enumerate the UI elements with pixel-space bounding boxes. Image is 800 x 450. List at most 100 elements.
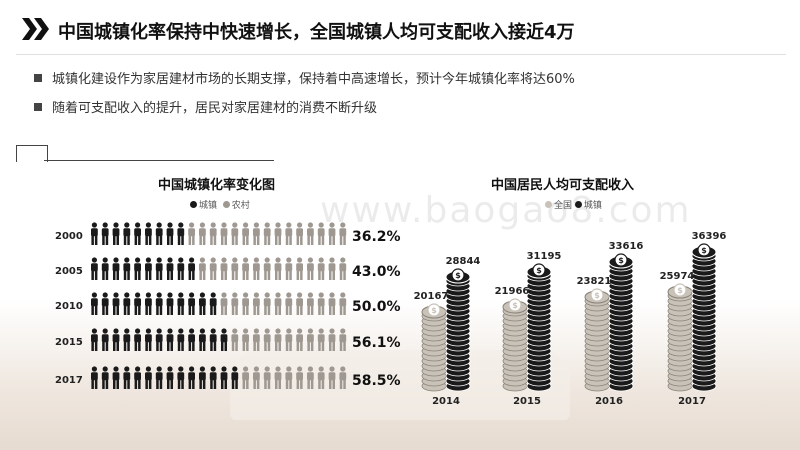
rural-person-icon [339,222,347,245]
rural-person-icon [274,366,282,389]
urban-person-icon [188,292,195,315]
rural-person-icon [263,366,271,389]
urban-person-icon [155,328,163,351]
rural-person-icon [253,257,260,280]
rural-person-icon [328,328,336,351]
rural-person-icon [274,222,282,245]
national-income-value: 25974 [660,271,695,282]
urban-income-value: 28844 [446,256,481,267]
rural-person-icon [317,292,325,315]
year-label: 2015 [55,337,83,348]
income-chart-title: 中国居民人均可支配收入 [491,178,635,193]
urbanization-chart-title: 中国城镇化率变化图 [158,178,276,193]
svg-text:$: $ [536,266,542,275]
bullet-1-text: 城镇化建设作为家居建材市场的长期支撑，保持着中高速增长，预计今年城镇化率将达60… [52,72,575,87]
rural-person-icon [274,257,282,280]
urbanization-value-label: 58.5% [352,373,401,389]
page-title: 中国城镇化率保持中快速增长，全国城镇人均可支配收入接近4万 [58,22,575,43]
urban-person-icon [112,257,120,280]
national-income-value: 21966 [495,286,530,297]
national-income-value: 20167 [414,291,449,302]
legend-rural-label: 农村 [231,201,250,211]
national-income-stack: $ [584,288,610,392]
rural-person-icon [328,292,336,315]
urban-person-icon [166,222,174,245]
dollar-icon [451,268,465,282]
national-income-value: 23821 [577,276,612,287]
svg-text:$: $ [512,301,518,310]
rural-person-icon [317,257,325,280]
rural-person-icon [231,292,239,315]
rural-person-icon [307,328,314,351]
legend-urban-marker [190,201,197,208]
bullet-2-text: 随着可支配收入的提升，居民对家居建材的消费不断升级 [52,101,378,116]
urban-person-icon [177,257,185,280]
dollar-icon [532,263,546,277]
urban-person-icon [101,366,109,389]
urban-person-icon [209,292,217,315]
rural-person-icon [209,222,217,245]
urban-person-icon [166,328,174,351]
income-year-label: 2015 [513,396,541,407]
urban-person-icon [166,257,174,280]
svg-text:$: $ [677,286,683,295]
rural-person-icon [285,257,293,280]
rural-person-icon [220,222,228,245]
urban-person-icon [231,366,239,389]
urban-person-icon [220,328,228,351]
rural-person-icon [242,328,249,351]
urban-person-icon [220,366,228,389]
rural-person-icon [339,328,347,351]
rural-person-icon [307,366,314,389]
title-divider [16,54,786,55]
dollar-icon [508,298,522,312]
urban-person-icon [177,292,185,315]
urban-person-icon [91,366,98,389]
urban-person-icon [199,328,206,351]
rural-person-icon [274,328,282,351]
urban-person-icon [145,222,152,245]
income-year-label: 2017 [678,396,706,407]
rural-person-icon [253,292,260,315]
bullet-2: 随着可支配收入的提升，居民对家居建材的消费不断升级 [34,97,377,116]
urban-person-icon [145,366,152,389]
dollar-icon [427,303,441,317]
income-year-label: 2014 [432,396,460,407]
urbanization-row [91,328,347,351]
urban-person-icon [209,366,217,389]
rural-person-icon [253,222,260,245]
urban-person-icon [188,257,195,280]
rural-person-icon [328,366,336,389]
urban-person-icon [101,328,109,351]
urban-person-icon [145,328,152,351]
national-income-stack: $ [421,303,447,392]
year-label: 2010 [55,301,83,312]
rural-person-icon [339,257,347,280]
rural-person-icon [220,292,228,315]
rural-person-icon [317,328,325,351]
rural-person-icon [328,222,336,245]
urban-income-value: 36396 [692,231,727,242]
rural-person-icon [263,292,271,315]
national-income-stack: $ [667,283,693,392]
urban-person-icon [123,328,131,351]
urban-income-stack: $ [691,243,717,392]
legend-urban-label: 城镇 [199,201,218,211]
rural-person-icon [199,222,206,245]
dollar-icon [697,243,711,257]
watermark: www.baogao8.com [320,190,692,231]
national-income-stack: $ [502,298,528,392]
rural-person-icon [242,257,249,280]
urban-person-icon [199,366,206,389]
urbanization-row [91,292,347,315]
urban-person-icon [177,366,185,389]
urban-person-icon [91,292,98,315]
urbanization-value-label: 43.0% [352,264,401,280]
header: 中国城镇化率保持中快速增长，全国城镇人均可支配收入接近4万 [0,0,800,62]
rural-person-icon [242,366,249,389]
bullet-square-icon [34,74,42,82]
urban-person-icon [134,366,141,389]
rural-person-icon [263,257,271,280]
urban-person-icon [166,366,174,389]
urban-person-icon [199,292,206,315]
